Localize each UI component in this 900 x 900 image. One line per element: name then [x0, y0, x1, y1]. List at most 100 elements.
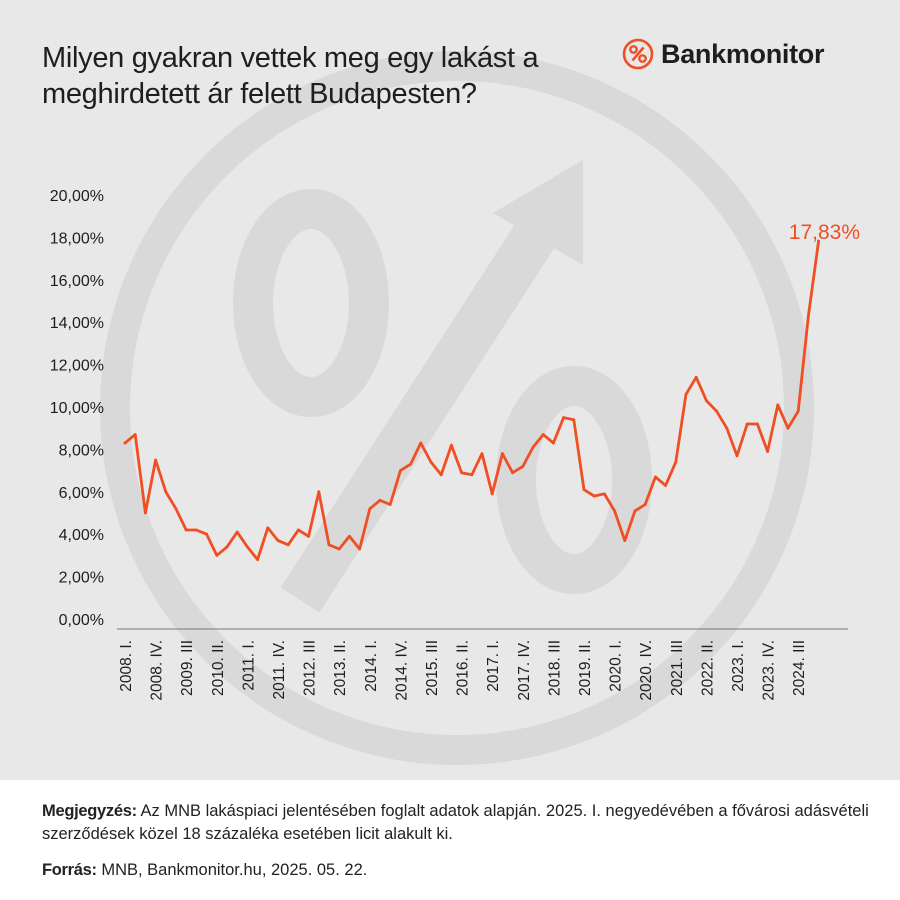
- x-tick-label: 2018. III: [546, 640, 563, 696]
- data-point: [276, 539, 280, 542]
- x-tick-label: 2019. II.: [577, 640, 594, 696]
- data-point: [511, 471, 514, 475]
- y-tick-label: 14,00%: [50, 315, 104, 332]
- data-point: [480, 452, 484, 456]
- line-chart: 0,00% 2,00% 4,00% 6,00% 8,00% 10,00% 12,00% 14,…: [50, 188, 860, 701]
- x-tick-label: 2024. III: [791, 640, 808, 696]
- note-label: Megjegyzés:: [42, 802, 137, 820]
- source-text: MNB, Bankmonitor.hu, 2025. 05. 22.: [96, 861, 368, 879]
- data-point: [817, 239, 820, 243]
- y-tick-label: 8,00%: [59, 442, 104, 459]
- data-point: [541, 433, 545, 436]
- data-point: [133, 433, 137, 436]
- data-point: [215, 554, 219, 557]
- data-series-line: [123, 239, 820, 561]
- data-point: [195, 528, 198, 532]
- data-point: [735, 454, 739, 458]
- x-tick-label: 2020. IV.: [638, 640, 655, 701]
- data-point: [582, 488, 586, 492]
- data-point: [174, 507, 178, 511]
- x-tick-label: 2016. II.: [455, 640, 472, 696]
- data-point: [623, 539, 627, 542]
- data-point: [409, 462, 412, 466]
- y-tick-label: 16,00%: [50, 273, 104, 290]
- data-point: [399, 469, 402, 472]
- y-tick-label: 10,00%: [50, 400, 104, 417]
- y-tick-label: 18,00%: [50, 230, 104, 247]
- data-point: [572, 418, 576, 422]
- y-tick-label: 12,00%: [50, 358, 104, 375]
- data-point: [460, 471, 463, 475]
- data-point: [643, 503, 647, 506]
- x-tick-label: 2008. I.: [118, 640, 135, 692]
- data-point: [521, 464, 525, 468]
- data-point: [184, 528, 188, 532]
- note-text: Az MNB lakáspiaci jelentésében foglalt a…: [42, 802, 869, 843]
- data-point: [633, 509, 637, 513]
- data-point: [378, 498, 382, 502]
- data-point: [715, 409, 718, 413]
- note: Megjegyzés: Az MNB lakáspiaci jelentéséb…: [42, 800, 872, 846]
- x-tick-label: 2023. I.: [730, 640, 747, 692]
- source-label: Forrás:: [42, 861, 97, 879]
- data-point: [348, 534, 351, 538]
- data-point: [745, 422, 749, 426]
- data-point: [307, 534, 310, 538]
- x-tick-label: 2014. I.: [363, 640, 380, 692]
- y-tick-label: 4,00%: [59, 527, 104, 544]
- data-point: [297, 528, 300, 532]
- data-point: [786, 426, 790, 430]
- data-point: [664, 484, 667, 487]
- data-point: [552, 441, 555, 445]
- x-tick-label: 2008. IV.: [149, 640, 166, 701]
- data-point: [164, 490, 168, 494]
- data-point: [603, 492, 606, 496]
- chart-title: Milyen gyakran vettek meg egy lakást a m…: [42, 42, 539, 110]
- data-point: [337, 547, 341, 551]
- data-point: [317, 490, 321, 494]
- data-point: [766, 450, 769, 453]
- data-point: [154, 458, 158, 462]
- data-point: [531, 445, 535, 449]
- data-point: [368, 507, 372, 511]
- data-point: [246, 545, 249, 549]
- x-tick-label: 2013. II.: [332, 640, 349, 696]
- x-tick-label: 2010. II.: [210, 640, 227, 696]
- data-point: [123, 441, 127, 445]
- x-tick-label: 2012. III: [302, 640, 319, 696]
- x-tick-label: 2011. I.: [240, 640, 257, 691]
- data-point: [256, 558, 259, 562]
- data-point: [327, 543, 331, 547]
- x-tick-label: 2011. IV.: [271, 640, 288, 699]
- footer: Megjegyzés: Az MNB lakáspiaci jelentéséb…: [0, 780, 900, 900]
- percent-circle-icon: [622, 38, 654, 70]
- y-tick-label: 20,00%: [50, 188, 104, 205]
- x-tick-label: 2009. III: [179, 640, 196, 696]
- data-point: [592, 494, 596, 498]
- data-point: [235, 530, 239, 534]
- data-point: [358, 547, 361, 551]
- chart-card: Milyen gyakran vettek meg egy lakást a m…: [42, 38, 860, 765]
- data-point: [144, 511, 147, 515]
- brand-name: Bankmonitor: [661, 38, 825, 69]
- data-point: [807, 314, 810, 318]
- data-point: [490, 492, 494, 496]
- data-point: [225, 545, 229, 549]
- last-value-label: 17,83%: [789, 221, 860, 244]
- data-point: [654, 475, 657, 479]
- x-tick-label: 2015. III: [424, 640, 441, 696]
- x-tick-label: 2023. IV.: [761, 640, 778, 701]
- data-point: [419, 441, 423, 445]
- data-point: [684, 392, 688, 396]
- y-tick-label: 6,00%: [59, 485, 104, 502]
- x-tick-label: 2021. III: [669, 640, 686, 696]
- data-point: [470, 473, 474, 477]
- x-tick-label: 2022. II.: [699, 640, 716, 696]
- data-point: [439, 473, 443, 477]
- data-point: [756, 422, 759, 426]
- data-point: [725, 426, 729, 430]
- data-point: [266, 526, 270, 530]
- y-tick-label: 2,00%: [59, 570, 104, 587]
- x-tick-label: 2020. I.: [608, 640, 625, 692]
- x-tick-label: 2017. IV.: [516, 640, 533, 701]
